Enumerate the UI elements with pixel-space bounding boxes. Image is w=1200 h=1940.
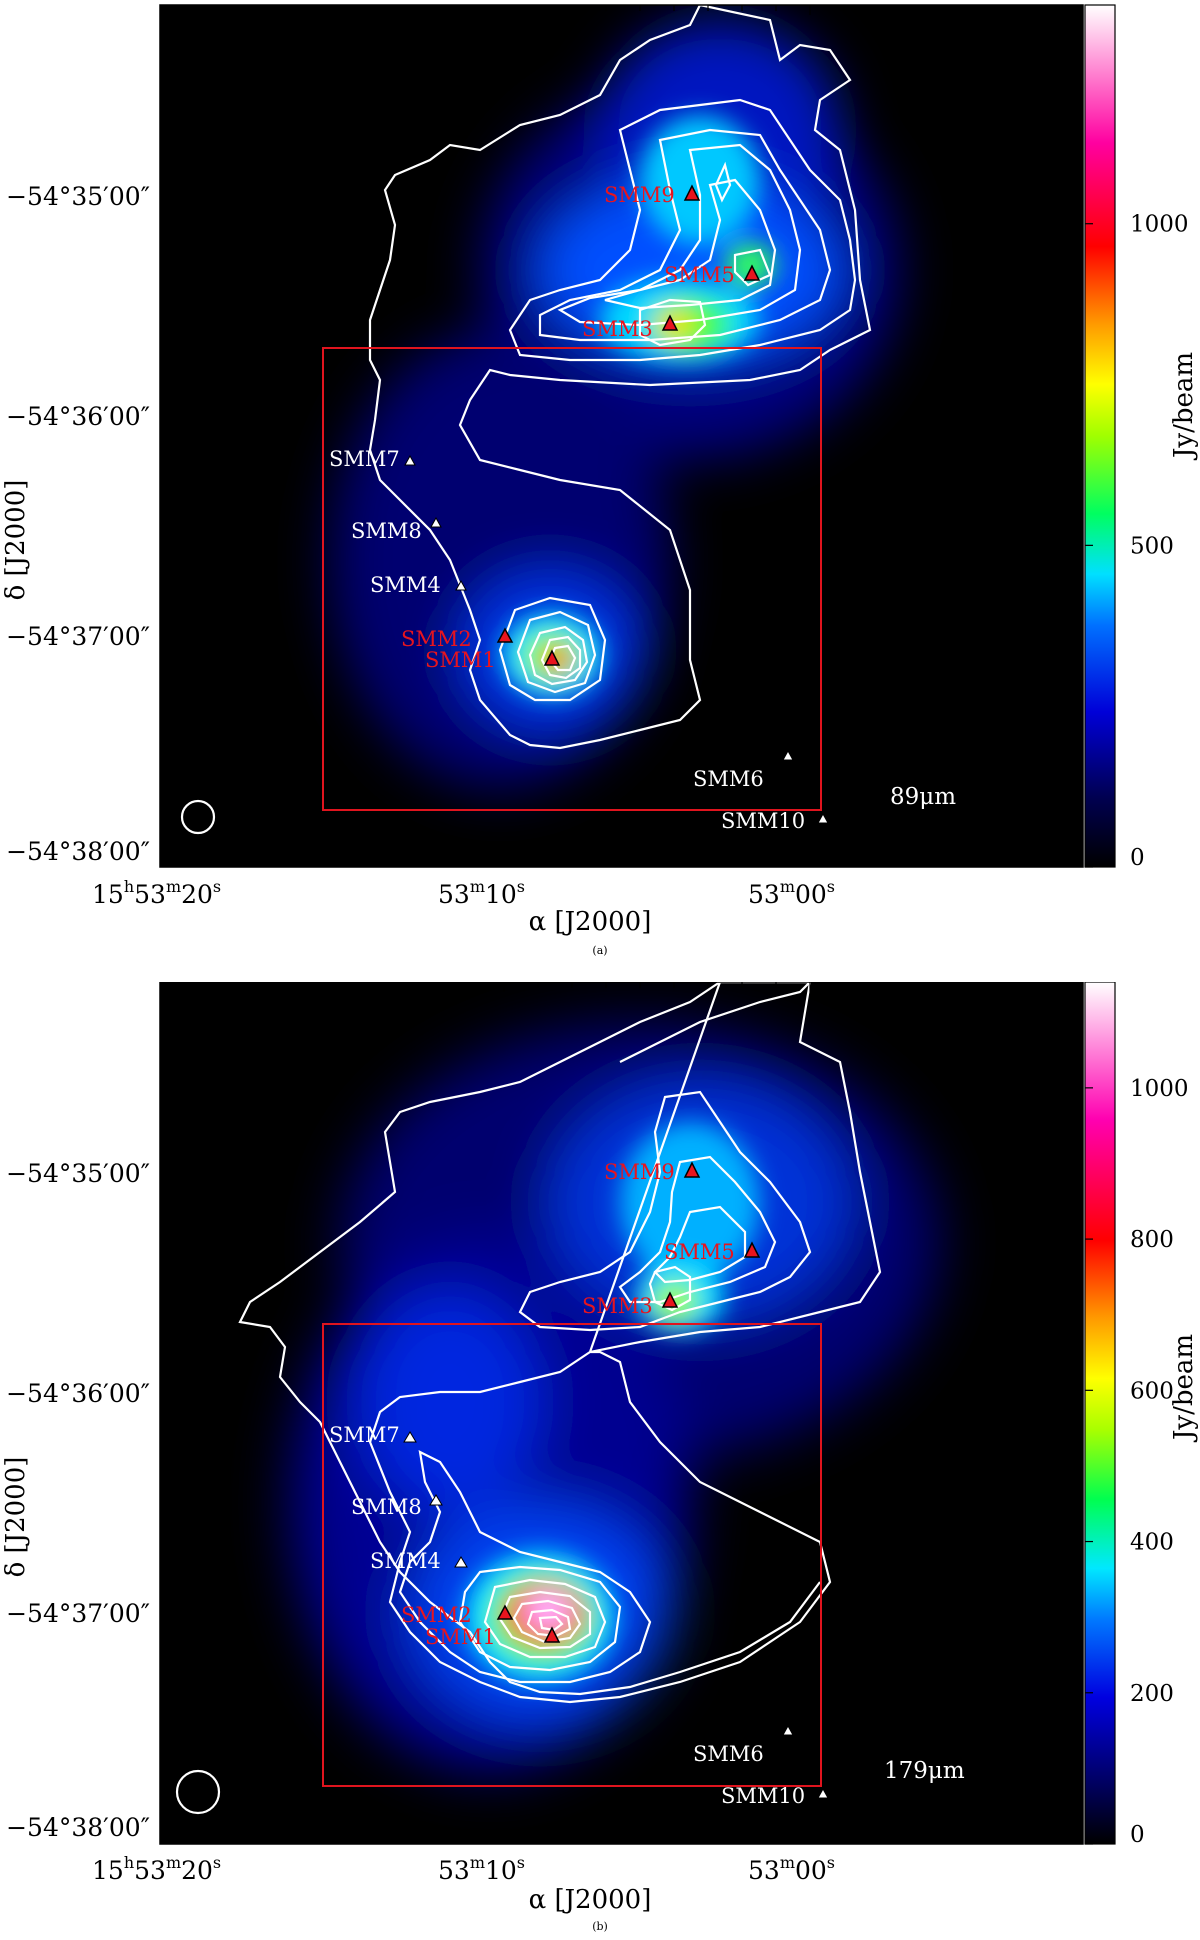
label-smm7: SMM7: [329, 447, 400, 471]
y-tick-label: −54°35′00″: [6, 1159, 150, 1188]
label-smm6: SMM6: [693, 1742, 764, 1766]
x-axis-title: α [J2000]: [529, 907, 652, 937]
marker-smm6: [782, 749, 794, 761]
source-labels: SMM9 SMM5 SMM3 SMM7 SMM8 SMM4 SMM2 SMM1 …: [329, 183, 805, 833]
y-tick-label: −54°35′00″: [6, 182, 150, 211]
label-smm6: SMM6: [693, 767, 764, 791]
region-box: [322, 1323, 822, 1787]
marker-smm7: [404, 454, 416, 466]
source-markers: [403, 1161, 829, 1799]
marker-smm7: [403, 1431, 417, 1443]
marker-smm2: [496, 1604, 514, 1620]
label-smm3: SMM3: [582, 317, 653, 341]
colorbar-title: Jy/beam: [1169, 352, 1199, 461]
label-smm1: SMM1: [425, 648, 496, 672]
marker-smm10: [817, 812, 829, 824]
colorbar-tick-label: 600: [1130, 1378, 1174, 1404]
label-smm9: SMM9: [604, 183, 675, 207]
y-tick-label: −54°36′00″: [6, 1379, 150, 1408]
y-tick-label: −54°37′00″: [6, 1599, 150, 1628]
marker-smm5: [743, 1241, 761, 1258]
label-smm8: SMM8: [351, 519, 422, 543]
marker-smm4: [455, 579, 467, 591]
marker-smm8: [429, 1494, 443, 1506]
label-smm8: SMM8: [351, 1495, 422, 1519]
x-tick-label: 15h53m20s: [92, 877, 221, 909]
panel-caption-a: (a): [592, 944, 608, 957]
marker-smm9: [683, 1161, 701, 1178]
source-labels: SMM9 SMM5 SMM3 SMM7 SMM8 SMM4 SMM2 SMM1 …: [329, 1160, 805, 1808]
y-axis-title: δ [J2000]: [1, 480, 31, 601]
contour-lines: [238, 982, 882, 1704]
beam-size-icon: [175, 1769, 221, 1815]
label-smm9: SMM9: [604, 1160, 675, 1184]
wavelength-label: 89μm: [890, 784, 956, 810]
label-smm5: SMM5: [664, 263, 735, 287]
label-smm2: SMM2: [401, 1603, 472, 1627]
marker-smm3: [661, 314, 679, 331]
marker-smm6: [782, 1724, 794, 1736]
colorbar-tick-label: 1000: [1130, 1076, 1189, 1102]
x-tick-label: 53m10s: [438, 1853, 525, 1885]
region-box: [322, 347, 822, 811]
colorbar: [1084, 4, 1116, 868]
colorbar-title: Jy/beam: [1169, 1334, 1199, 1443]
emission-map: [290, 1022, 940, 1772]
panel-a-svg: SMM9 SMM5 SMM3 SMM7 SMM8 SMM4 SMM2 SMM1 …: [1, 4, 1199, 937]
colorbar-ticks: 0 200 400 600 800 1000: [1085, 1076, 1189, 1848]
figure-panel-a: SMM9 SMM5 SMM3 SMM7 SMM8 SMM4 SMM2 SMM1 …: [0, 0, 1200, 960]
marker-smm2: [496, 627, 514, 643]
colorbar-tick-label: 200: [1130, 1681, 1174, 1707]
marker-smm8: [430, 516, 442, 528]
tick-marks: [160, 982, 1049, 1844]
source-markers: [404, 184, 829, 824]
marker-smm3: [661, 1291, 679, 1308]
label-smm3: SMM3: [582, 1294, 653, 1318]
panel-caption-b: (b): [592, 1920, 608, 1933]
colorbar-tick-label: 0: [1130, 845, 1145, 871]
label-smm4: SMM4: [370, 573, 441, 597]
x-axis-title: α [J2000]: [529, 1885, 652, 1915]
figure-panel-b: SMM9 SMM5 SMM3 SMM7 SMM8 SMM4 SMM2 SMM1 …: [0, 981, 1200, 1936]
label-smm1: SMM1: [425, 1625, 496, 1649]
label-smm4: SMM4: [370, 1549, 441, 1573]
colorbar-ticks: 0 500 1000: [1085, 212, 1189, 871]
x-tick-label: 15h53m20s: [92, 1853, 221, 1885]
y-tick-label: −54°38′00″: [6, 837, 150, 866]
contour-lines: [368, 5, 872, 750]
y-tick-label: −54°36′00″: [6, 402, 150, 431]
marker-smm5: [743, 264, 761, 281]
wavelength-label: 179μm: [884, 1758, 965, 1784]
colorbar-tick-label: 1000: [1130, 212, 1189, 238]
label-smm5: SMM5: [664, 1240, 735, 1264]
marker-smm9: [683, 184, 701, 201]
label-smm10: SMM10: [721, 1784, 805, 1808]
marker-smm1: [543, 649, 561, 666]
x-tick-label: 53m10s: [438, 877, 525, 909]
label-smm2: SMM2: [401, 627, 472, 651]
colorbar-tick-label: 800: [1130, 1227, 1174, 1253]
x-tick-label: 53m00s: [748, 1853, 835, 1885]
marker-smm4: [454, 1556, 468, 1568]
colorbar-tick-label: 0: [1130, 1822, 1145, 1848]
y-tick-label: −54°37′00″: [6, 622, 150, 651]
beam-size-icon: [180, 799, 216, 835]
plot-frame: [159, 981, 1084, 1845]
marker-smm10: [817, 1787, 829, 1799]
marker-smm1: [543, 1626, 561, 1643]
x-tick-label: 53m00s: [748, 877, 835, 909]
y-axis-title: δ [J2000]: [1, 1457, 31, 1578]
y-tick-label: −54°38′00″: [6, 1813, 150, 1842]
label-smm10: SMM10: [721, 809, 805, 833]
panel-b-svg: SMM9 SMM5 SMM3 SMM7 SMM8 SMM4 SMM2 SMM1 …: [1, 981, 1199, 1915]
colorbar-tick-label: 400: [1130, 1530, 1174, 1556]
tick-marks: [160, 5, 1049, 867]
plot-frame: [159, 4, 1084, 868]
colorbar: [1084, 981, 1116, 1845]
label-smm7: SMM7: [329, 1423, 400, 1447]
colorbar-tick-label: 500: [1130, 533, 1174, 559]
